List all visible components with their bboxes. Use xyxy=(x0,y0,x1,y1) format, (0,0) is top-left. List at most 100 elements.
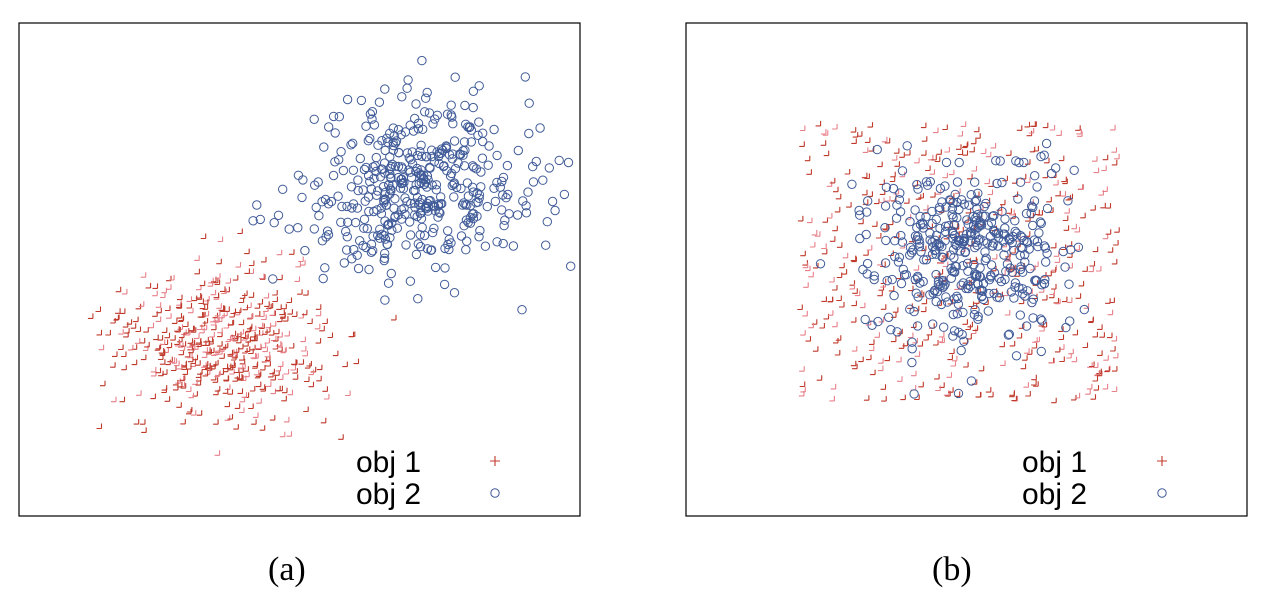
obj1-point xyxy=(256,398,262,404)
obj2-point xyxy=(347,203,357,213)
obj1-point xyxy=(1061,296,1068,303)
obj2-point xyxy=(410,202,420,212)
obj2-point xyxy=(380,248,390,259)
obj2-point xyxy=(324,122,334,132)
obj2-point xyxy=(972,271,982,281)
obj2-point xyxy=(483,160,493,170)
obj2-point xyxy=(1009,245,1019,256)
obj1-point xyxy=(159,350,166,356)
obj2-point xyxy=(1058,246,1069,257)
obj2-point xyxy=(892,327,902,337)
obj1-point xyxy=(233,347,240,353)
obj1-point xyxy=(851,300,857,307)
obj1-point xyxy=(281,303,287,310)
obj1-point xyxy=(800,386,806,393)
obj1-point xyxy=(1049,358,1055,364)
obj2-point xyxy=(497,176,507,187)
obj1-point xyxy=(969,146,975,153)
obj1-point xyxy=(308,369,315,376)
obj1-point xyxy=(879,189,886,195)
obj1-point xyxy=(196,324,203,331)
obj1-point xyxy=(985,151,992,158)
obj2-point xyxy=(475,225,485,236)
obj1-point xyxy=(1092,156,1098,162)
obj2-point xyxy=(474,81,484,91)
obj1-point xyxy=(286,297,293,304)
obj1-point xyxy=(144,341,150,348)
obj2-point xyxy=(385,128,395,139)
obj2-point xyxy=(952,177,963,187)
obj1-point xyxy=(190,327,197,333)
obj2-point xyxy=(862,258,873,269)
obj1-point xyxy=(178,316,184,323)
obj1-point xyxy=(87,313,94,319)
obj2-point xyxy=(963,283,973,294)
obj2-point xyxy=(991,156,1001,166)
obj2-point xyxy=(482,201,492,212)
obj1-point xyxy=(190,410,197,416)
obj1-point xyxy=(1044,157,1050,164)
obj1-point xyxy=(1026,349,1033,355)
obj1-point xyxy=(988,391,994,398)
obj2-point xyxy=(1040,243,1051,253)
obj1-point xyxy=(210,289,217,296)
obj1-point xyxy=(190,358,197,365)
obj2-point xyxy=(411,99,421,109)
obj2-point xyxy=(905,216,915,227)
obj1-point xyxy=(1083,303,1090,309)
obj1-point xyxy=(1050,267,1057,273)
obj1-point xyxy=(291,311,298,317)
obj1-point xyxy=(231,355,237,361)
obj2-point xyxy=(989,268,1000,278)
obj2-point xyxy=(1010,216,1020,226)
obj2-point xyxy=(397,92,407,102)
obj1-point xyxy=(872,221,878,227)
obj1-point xyxy=(978,365,985,372)
obj1-point xyxy=(1006,208,1012,214)
obj2-point xyxy=(948,228,958,239)
obj2-point xyxy=(946,273,956,283)
obj1-point xyxy=(222,388,229,394)
obj1-point xyxy=(300,346,307,352)
obj1-point xyxy=(229,360,235,367)
obj2-point xyxy=(355,236,365,246)
legend-circle-marker xyxy=(1157,488,1167,498)
obj1-point xyxy=(802,262,809,269)
obj1-point xyxy=(856,131,863,137)
obj1-point xyxy=(914,351,921,357)
obj1-point xyxy=(283,369,290,375)
obj1-point xyxy=(281,395,287,402)
obj1-point xyxy=(248,403,254,410)
obj1-point xyxy=(262,346,268,353)
obj2-point xyxy=(970,224,980,234)
obj2-point xyxy=(952,197,962,208)
obj1-point xyxy=(211,276,217,283)
obj1-point xyxy=(189,339,196,346)
obj2-point xyxy=(997,177,1007,188)
obj1-point xyxy=(826,213,833,219)
obj2-point xyxy=(363,170,374,181)
obj1-point xyxy=(243,366,249,372)
obj1-point xyxy=(799,381,806,388)
obj1-point xyxy=(877,290,883,297)
obj1-point xyxy=(199,280,206,287)
obj1-point xyxy=(985,387,992,393)
obj2-point xyxy=(449,192,459,202)
obj2-point xyxy=(441,143,451,154)
obj1-point xyxy=(96,329,103,336)
obj2-point xyxy=(423,206,433,216)
obj2-point xyxy=(1003,330,1014,340)
obj2-point xyxy=(404,153,414,163)
obj2-point xyxy=(476,167,486,177)
obj2-point xyxy=(1010,278,1021,288)
obj2-point xyxy=(389,203,399,213)
obj2-point xyxy=(386,161,396,172)
obj1-point xyxy=(829,277,835,283)
obj2-point xyxy=(1024,244,1034,254)
obj1-point xyxy=(938,331,945,338)
obj2-point xyxy=(896,230,906,241)
obj2-point xyxy=(933,276,944,286)
obj2-point xyxy=(465,218,476,228)
obj1-point xyxy=(161,287,167,294)
